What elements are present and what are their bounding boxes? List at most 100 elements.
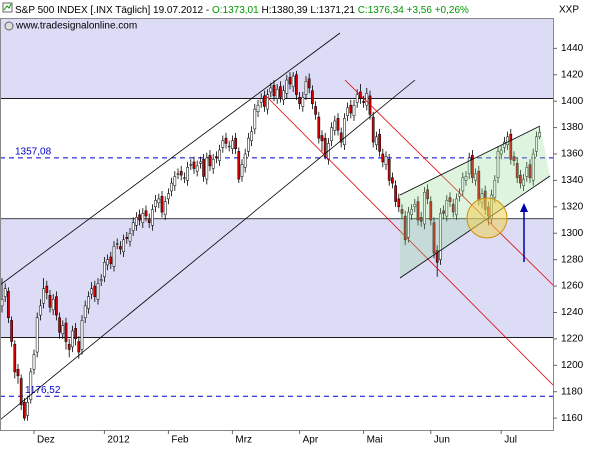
candle-body (314, 106, 317, 115)
chart-title: S&P 500 INDEX [.INX Täglich] 19.07.2012 … (15, 5, 209, 16)
candle-body (375, 136, 378, 146)
candle-body (288, 77, 292, 85)
candle-body (467, 157, 471, 175)
candle-body (400, 209, 404, 214)
candle-body (83, 305, 87, 319)
candle-body (154, 199, 157, 208)
candle-body (275, 89, 279, 99)
candle-body (186, 166, 189, 181)
candle-body (461, 177, 465, 192)
candle-body (183, 177, 186, 179)
candle-body (32, 354, 36, 370)
candle-body (189, 164, 193, 166)
candle-body (141, 213, 145, 223)
candle-body (250, 131, 253, 142)
candle-body (151, 209, 154, 226)
candle-body (26, 402, 29, 416)
level-label: 1176,52 (25, 385, 61, 396)
candle-body (163, 201, 167, 216)
y-tick-label: 1320 (561, 201, 584, 212)
x-tick-label: Mai (367, 435, 383, 446)
candle-body (448, 197, 452, 202)
candle-body (80, 320, 84, 350)
candle-body (503, 141, 506, 148)
candle-body (138, 214, 141, 221)
candle-body (19, 378, 23, 406)
candle-body (131, 222, 135, 231)
quote-high: H:1380,39 (261, 5, 308, 16)
candle-body (439, 213, 442, 260)
candle-body (403, 215, 407, 241)
trend-line (344, 79, 554, 286)
candle-body (119, 246, 122, 250)
candle-body (67, 343, 71, 350)
candle-body (352, 104, 356, 116)
candle-body (45, 285, 49, 293)
candle-body (458, 193, 461, 197)
candle-body (170, 182, 173, 192)
candle-body (215, 156, 218, 159)
candle-body (525, 166, 529, 177)
y-tick-label: 1300 (561, 228, 584, 239)
candle-body (128, 232, 132, 242)
candle-body (93, 285, 97, 297)
candle-body (16, 369, 20, 377)
candle-body (269, 87, 273, 93)
candle-body (471, 155, 474, 179)
candle-body (135, 217, 138, 226)
candle-body (304, 81, 308, 95)
band (0, 18, 553, 99)
quote-open: O:1373,01 (212, 5, 259, 16)
x-tick-label: Dez (37, 435, 55, 446)
highlight-circle (466, 197, 508, 239)
candle-body (227, 145, 231, 148)
candle-body (339, 132, 343, 143)
candle-body (221, 140, 225, 148)
candle-body (211, 159, 215, 169)
x-tick-label: 2012 (107, 435, 130, 446)
candle-body (176, 173, 180, 175)
candle-body (125, 236, 129, 239)
candle-body (263, 95, 266, 107)
candle-body (442, 210, 445, 214)
x-tick-label: Jul (504, 435, 517, 446)
candle-body (512, 156, 516, 161)
candle-body (122, 239, 125, 252)
quote-change: +3,56 (407, 5, 433, 16)
candle-body (301, 96, 305, 107)
axis-label: XXP (559, 5, 579, 16)
candle-body (96, 283, 100, 300)
candle-body (90, 288, 93, 295)
candle-body (103, 262, 106, 278)
candle-body (535, 136, 538, 152)
candle-body (336, 118, 340, 131)
candle-body (77, 341, 81, 353)
candle-body (106, 259, 109, 266)
candle-body (391, 177, 394, 184)
candle-body (195, 165, 199, 172)
candle-body (51, 299, 55, 311)
candle-body (538, 132, 541, 138)
candle-body (13, 343, 17, 373)
x-tick-label: Mrz (235, 435, 252, 446)
candle-body (282, 90, 285, 101)
candle-body (157, 198, 161, 204)
candle-body (7, 291, 10, 319)
quote-change-pct: +0,26% (435, 5, 469, 16)
candle-body (240, 164, 244, 177)
candle-body (208, 155, 212, 167)
candle-body (231, 140, 234, 149)
candle-body (330, 127, 333, 142)
candle-body (394, 185, 397, 202)
candle-body (397, 198, 401, 208)
candle-body (74, 328, 77, 340)
candle-body (496, 151, 500, 179)
candle-body (243, 153, 247, 168)
candle-body (48, 295, 52, 308)
candle-body (29, 371, 33, 400)
candle-body (23, 402, 26, 419)
candle-body (42, 288, 45, 304)
trend-line (264, 94, 554, 386)
candle-body (64, 322, 68, 342)
